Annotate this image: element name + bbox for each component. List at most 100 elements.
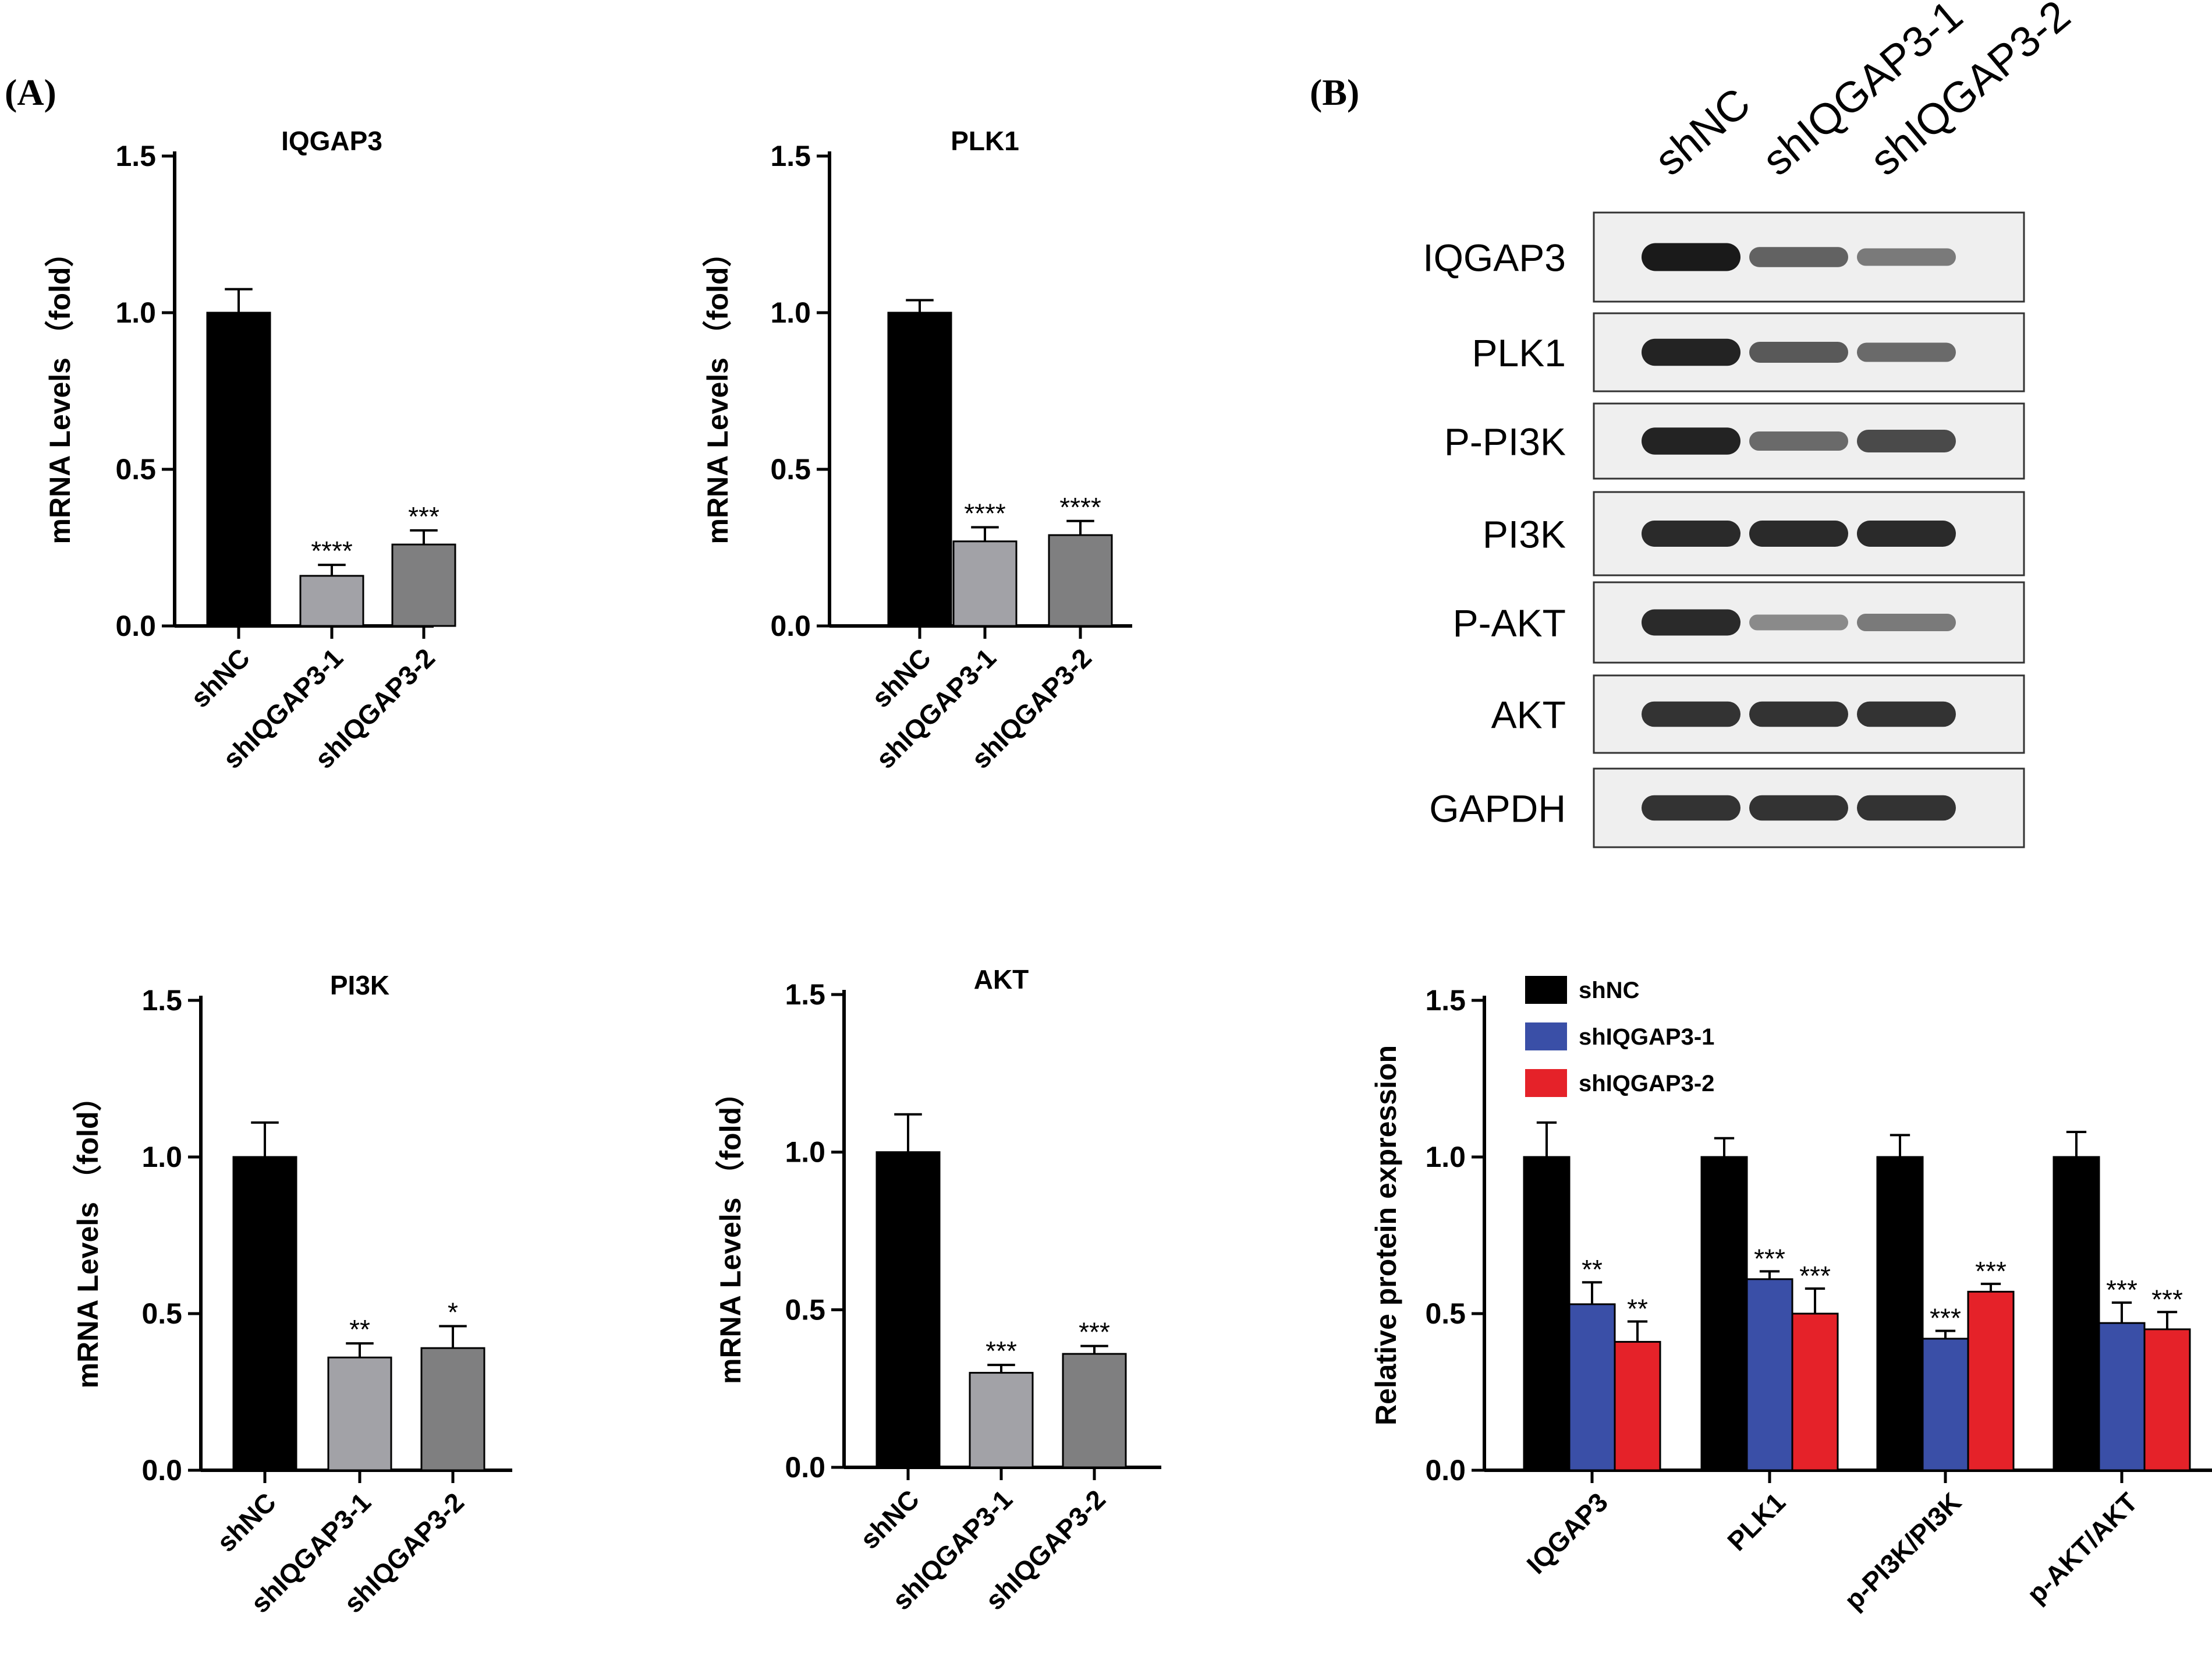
bar-shiqgap3-2 <box>1062 1353 1127 1469</box>
panel-label-a: (A) <box>5 72 56 113</box>
western-blot: shNCshIQGAP3-1shIQGAP3-2IQGAP3PLK1P-PI3K… <box>1423 0 2079 848</box>
bar-shiqgap3-2 <box>1048 534 1113 627</box>
chart-title: PI3K <box>330 970 389 1000</box>
y-axis-label: Relative protein expression <box>1370 1045 1402 1425</box>
significance-label: *** <box>2106 1275 2137 1305</box>
bar-shnc <box>206 312 271 627</box>
y-tick-label: 0.5 <box>1425 1297 1466 1330</box>
legend-label-shiqgap3-2: shIQGAP3-2 <box>1579 1071 1714 1096</box>
y-tick-label: 0.0 <box>141 1454 182 1487</box>
wb-row-label-p-akt: P-AKT <box>1453 601 1566 645</box>
significance-label: *** <box>1754 1243 1785 1273</box>
wb-band-akt-shnc <box>1642 701 1740 727</box>
legend-label-shnc: shNC <box>1579 978 1639 1003</box>
chart-relative-protein: 0.0 0.5 1.0 1.5 Relative protein expression *… <box>1370 976 2212 1615</box>
wb-band-akt-shiqgap3-1 <box>1749 701 1848 727</box>
y-tick-label: 1.5 <box>141 984 182 1017</box>
chart-title: IQGAP3 <box>281 126 382 156</box>
bar-shiqgap3-1 <box>299 575 364 627</box>
bar-plk1-shiqgap3-2 <box>1791 1312 1839 1471</box>
y-tick-label: 0.5 <box>785 1293 825 1326</box>
significance-label: *** <box>2151 1284 2183 1314</box>
bar-shnc <box>232 1156 297 1471</box>
bar-shiqgap3-2 <box>391 543 456 627</box>
y-tick-label: 0.0 <box>1425 1454 1466 1487</box>
significance-label: *** <box>1079 1317 1110 1347</box>
wb-band-pi3k-shiqgap3-1 <box>1749 521 1848 547</box>
y-axis-label: mRNA Levels （fold） <box>72 1082 104 1388</box>
wb-band-gapdh-shiqgap3-2 <box>1857 795 1956 821</box>
wb-band-p-akt-shnc <box>1642 609 1740 636</box>
bar-p-pi3k-pi3k-shiqgap3-2 <box>1967 1290 2015 1471</box>
legend-swatch-shiqgap3-2 <box>1525 1069 1567 1097</box>
significance-label: * <box>448 1297 458 1328</box>
wb-row-label-p-pi3k: P-PI3K <box>1444 420 1566 463</box>
y-tick-label: 1.5 <box>115 140 156 172</box>
y-tick-label: 1.0 <box>1425 1141 1466 1173</box>
significance-label: ** <box>349 1314 370 1344</box>
significance-label: *** <box>1930 1303 1961 1333</box>
legend-label-shiqgap3-1: shIQGAP3-1 <box>1579 1024 1714 1050</box>
y-tick-label: 0.5 <box>115 453 156 486</box>
y-tick-label: 1.5 <box>1425 984 1466 1017</box>
y-axis-label: mRNA Levels （fold） <box>701 238 734 544</box>
y-tick-label: 1.0 <box>770 296 811 329</box>
wb-band-p-pi3k-shiqgap3-1 <box>1749 431 1848 451</box>
bar-shiqgap3-2 <box>420 1347 485 1471</box>
y-tick-label: 1.0 <box>141 1141 182 1173</box>
wb-band-p-akt-shiqgap3-1 <box>1749 614 1848 631</box>
legend-swatch-shnc <box>1525 976 1567 1004</box>
wb-band-gapdh-shiqgap3-1 <box>1749 795 1848 821</box>
wb-band-plk1-shiqgap3-1 <box>1749 342 1848 363</box>
wb-band-pi3k-shnc <box>1642 521 1740 547</box>
chart-title: PLK1 <box>951 126 1019 156</box>
bar-shiqgap3-1 <box>969 1372 1034 1469</box>
bar-shnc <box>887 312 952 627</box>
bar-shiqgap3-1 <box>952 540 1018 627</box>
panel-label-b: (B) <box>1310 72 1359 113</box>
bar-p-akt-akt-shiqgap3-1 <box>2098 1322 2146 1471</box>
chart-title: AKT <box>974 964 1029 995</box>
y-tick-label: 0.5 <box>141 1297 182 1330</box>
wb-band-p-akt-shiqgap3-2 <box>1857 614 1956 631</box>
significance-label: **** <box>1059 492 1101 522</box>
wb-band-iqgap3-shiqgap3-1 <box>1749 247 1848 267</box>
bar-p-pi3k-pi3k-shnc <box>1876 1156 1924 1471</box>
significance-label: **** <box>964 498 1006 529</box>
bar-plk1-shiqgap3-1 <box>1746 1278 1793 1471</box>
significance-label: *** <box>408 501 439 532</box>
bar-plk1-shnc <box>1700 1156 1748 1471</box>
bar-p-pi3k-pi3k-shiqgap3-1 <box>1922 1337 1969 1471</box>
wb-row-label-gapdh: GAPDH <box>1429 787 1566 830</box>
wb-row-label-plk1: PLK1 <box>1472 331 1566 374</box>
bar-iqgap3-shnc <box>1523 1156 1571 1471</box>
y-tick-label: 0.0 <box>785 1451 825 1484</box>
significance-label: ** <box>1582 1254 1603 1285</box>
wb-band-plk1-shiqgap3-2 <box>1857 342 1956 362</box>
wb-row-label-iqgap3: IQGAP3 <box>1423 236 1566 279</box>
wb-band-iqgap3-shnc <box>1642 243 1740 271</box>
wb-band-p-pi3k-shiqgap3-2 <box>1857 430 1956 452</box>
y-tick-label: 1.5 <box>770 140 811 172</box>
bar-shiqgap3-1 <box>327 1356 392 1471</box>
wb-band-iqgap3-shiqgap3-2 <box>1857 248 1956 266</box>
y-tick-label: 1.0 <box>785 1136 825 1169</box>
bar-iqgap3-shiqgap3-2 <box>1614 1340 1661 1471</box>
y-tick-label: 0.0 <box>770 610 811 642</box>
wb-band-gapdh-shnc <box>1642 795 1740 821</box>
y-tick-label: 0.0 <box>115 610 156 642</box>
bar-p-akt-akt-shiqgap3-2 <box>2143 1328 2191 1471</box>
significance-label: ** <box>1627 1293 1648 1324</box>
y-axis-label: mRNA Levels （fold） <box>714 1078 747 1384</box>
significance-label: **** <box>311 536 353 566</box>
bar-iqgap3-shiqgap3-1 <box>1568 1303 1616 1471</box>
wb-row-label-pi3k: PI3K <box>1483 513 1566 556</box>
wb-row-label-akt: AKT <box>1491 693 1566 737</box>
significance-label: *** <box>986 1336 1017 1366</box>
y-tick-label: 1.5 <box>785 978 825 1011</box>
legend-swatch-shiqgap3-1 <box>1525 1022 1567 1050</box>
bar-p-akt-akt-shnc <box>2053 1156 2100 1471</box>
